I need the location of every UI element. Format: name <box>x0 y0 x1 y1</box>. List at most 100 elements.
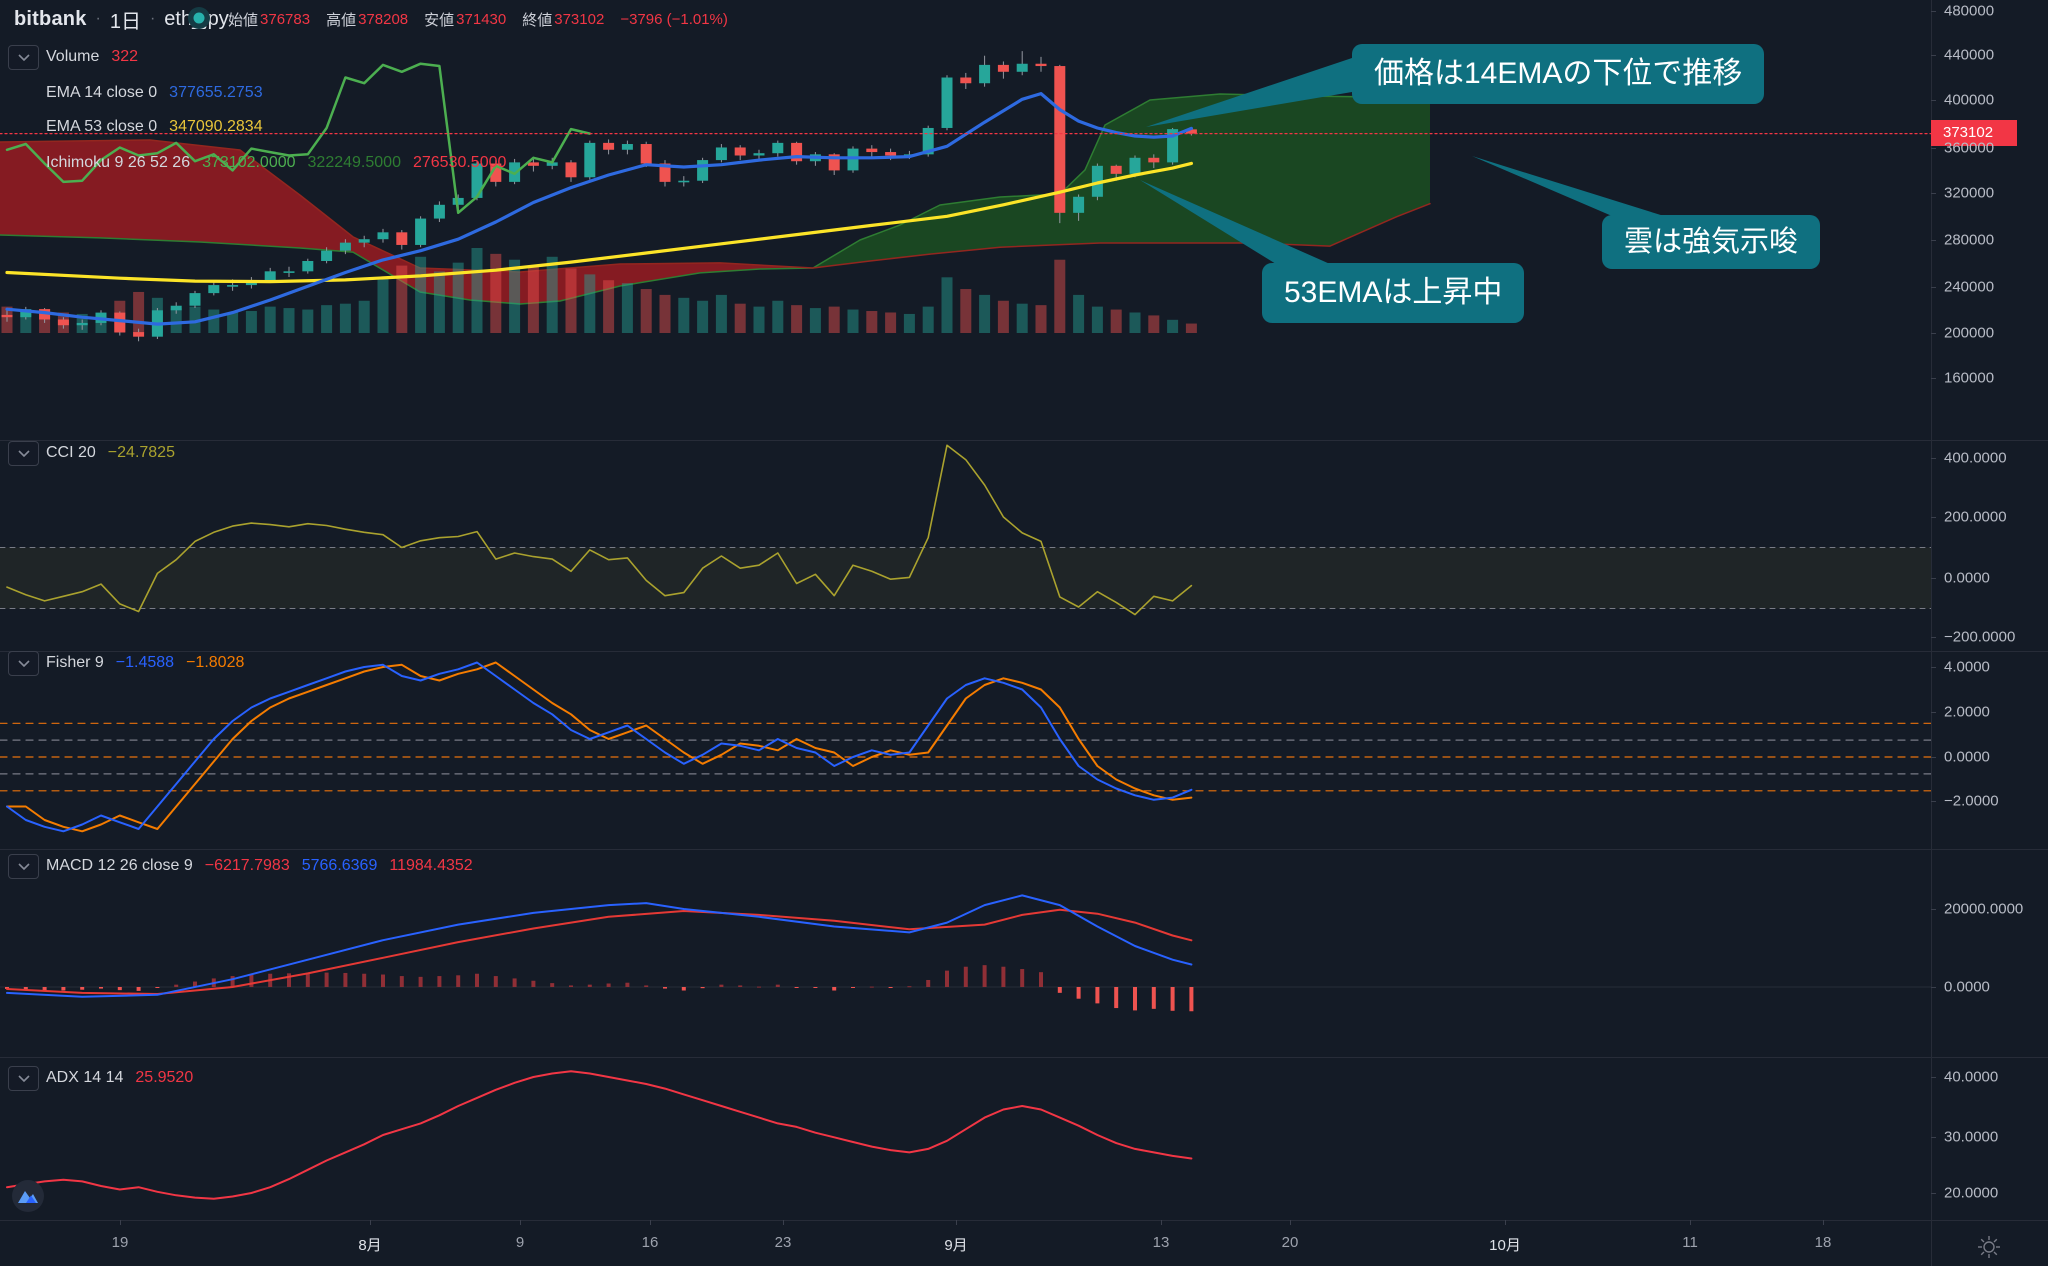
legend-title: MACD 12 26 close 9 <box>46 857 193 874</box>
annotation-ema53-rising[interactable]: 53EMAは上昇中 <box>1262 263 1525 323</box>
pane-divider[interactable] <box>0 440 2048 441</box>
legend-volume[interactable]: Volume 322 <box>46 45 138 69</box>
legend-value: −24.7825 <box>107 444 175 461</box>
legend-title: Ichimoku 9 26 52 26 <box>46 154 191 171</box>
axis-tick <box>1931 240 1936 241</box>
chevron-down-icon <box>17 449 30 457</box>
time-axis-border <box>0 1220 2048 1221</box>
axis-tick <box>520 1220 521 1225</box>
axis-tick <box>1931 378 1936 379</box>
time-axis-label: 13 <box>1152 1234 1170 1251</box>
annotation-bullish-cloud[interactable]: 雲は強気示唆 <box>1602 215 1821 269</box>
time-axis-label: 20 <box>1281 1234 1299 1251</box>
chevron-down-icon <box>17 659 30 667</box>
pane-divider[interactable] <box>0 849 2048 850</box>
axis-tick <box>1931 637 1936 638</box>
axis-tick <box>1931 1077 1936 1078</box>
candles <box>1 51 1197 342</box>
price-axis-label: 360000 <box>1944 139 1995 157</box>
adx-axis-label: 20.0000 <box>1944 1184 1999 1202</box>
time-axis-label: 9 <box>515 1234 525 1251</box>
cci-axis-label: −200.0000 <box>1944 628 2016 646</box>
cci-axis-label: 0.0000 <box>1944 569 1990 587</box>
overlay-lines <box>0 62 1932 326</box>
collapse-pane-button[interactable] <box>8 441 39 466</box>
cci-axis-label: 400.0000 <box>1944 449 2007 467</box>
collapse-pane-button[interactable] <box>8 45 39 70</box>
fisher-axis-label: 2.0000 <box>1944 703 1990 721</box>
axis-tick <box>1290 1220 1291 1225</box>
legend-value: −6217.7983 <box>204 857 290 874</box>
price-axis-label: 440000 <box>1944 46 1995 64</box>
change-value: −3796 (−1.01%) <box>620 10 728 28</box>
axis-tick <box>1505 1220 1506 1225</box>
pane-divider[interactable] <box>0 651 2048 652</box>
legend-adx[interactable]: ADX 14 14 25.9520 <box>46 1066 193 1090</box>
tradingview-logo-button[interactable] <box>10 1178 46 1214</box>
collapse-pane-button[interactable] <box>8 1066 39 1091</box>
last-price-badge: 373102 <box>1931 120 2017 146</box>
legend-fisher[interactable]: Fisher 9 −1.4588 −1.8028 <box>46 651 244 675</box>
cci-axis-label: 200.0000 <box>1944 508 2007 526</box>
time-axis-label: 10月 <box>1489 1237 1521 1254</box>
axis-tick <box>1931 712 1936 713</box>
axis-tick <box>956 1220 957 1225</box>
legend-ema14[interactable]: EMA 14 close 0 377655.2753 <box>46 81 263 105</box>
low-value: 371430 <box>456 10 507 28</box>
legend-value: 276530.5000 <box>412 154 507 171</box>
price-axis-label: 200000 <box>1944 324 1995 342</box>
legend-value: 373102.0000 <box>202 154 296 171</box>
legend-cci[interactable]: CCI 20 −24.7825 <box>46 441 175 465</box>
legend-title: Volume <box>46 48 100 65</box>
interval-label: 1日 <box>109 10 141 33</box>
axis-tick <box>1931 987 1936 988</box>
time-axis-label: 23 <box>774 1234 792 1251</box>
fisher-axis-label: 4.0000 <box>1944 658 1990 676</box>
pane-divider[interactable] <box>0 1057 2048 1058</box>
legend-title: CCI 20 <box>46 444 96 461</box>
legend-value: 322 <box>111 48 139 65</box>
legend-value: 5766.6369 <box>301 857 378 874</box>
axis-tick <box>370 1220 371 1225</box>
axis-tick <box>650 1220 651 1225</box>
ichimoku-cloud <box>0 93 1431 305</box>
low-label: 安値 <box>424 11 455 29</box>
axis-tick <box>1931 458 1936 459</box>
close-value: 373102 <box>554 10 605 28</box>
annotation-price-below-ema14[interactable]: 価格は14EMAの下位で推移 <box>1352 44 1765 104</box>
legend-macd[interactable]: MACD 12 26 close 9 −6217.7983 5766.6369 … <box>46 854 473 878</box>
close-label: 終値 <box>522 11 553 29</box>
time-axis-label: 16 <box>641 1234 659 1251</box>
legend-ema53[interactable]: EMA 53 close 0 347090.2834 <box>46 115 263 139</box>
legend-title: Fisher 9 <box>46 654 104 671</box>
axis-tick <box>1931 55 1936 56</box>
legend-value: −1.4588 <box>115 654 175 671</box>
legend-value: 347090.2834 <box>169 118 263 135</box>
separator: · <box>149 10 156 27</box>
open-value: 376783 <box>260 10 311 28</box>
legend-ichimoku[interactable]: Ichimoku 9 26 52 26 373102.0000 322249.5… <box>46 151 506 175</box>
price-axis-border <box>1931 0 1932 1266</box>
price-axis-label: 480000 <box>1944 2 1995 20</box>
collapse-pane-button[interactable] <box>8 651 39 676</box>
chevron-down-icon <box>17 862 30 870</box>
legend-value: 322249.5000 <box>307 154 401 171</box>
legend-value: 377655.2753 <box>169 84 263 101</box>
collapse-pane-button[interactable] <box>8 854 39 879</box>
legend-title: EMA 14 close 0 <box>46 84 158 101</box>
macd-axis-label: 0.0000 <box>1944 978 1990 996</box>
time-axis-label: 9月 <box>944 1237 968 1254</box>
separator: · <box>95 10 101 27</box>
macd-axis-label: 20000.0000 <box>1944 900 2024 918</box>
axis-tick <box>1931 667 1936 668</box>
open-label: 始値 <box>228 11 259 29</box>
price-axis-label: 160000 <box>1944 369 1995 387</box>
axis-tick <box>1931 100 1936 101</box>
brightness-icon[interactable] <box>1976 1234 2002 1260</box>
legend-title: EMA 53 close 0 <box>46 118 158 135</box>
axis-tick <box>1931 578 1936 579</box>
legend-value: 25.9520 <box>135 1069 194 1086</box>
chevron-down-icon <box>17 53 30 61</box>
